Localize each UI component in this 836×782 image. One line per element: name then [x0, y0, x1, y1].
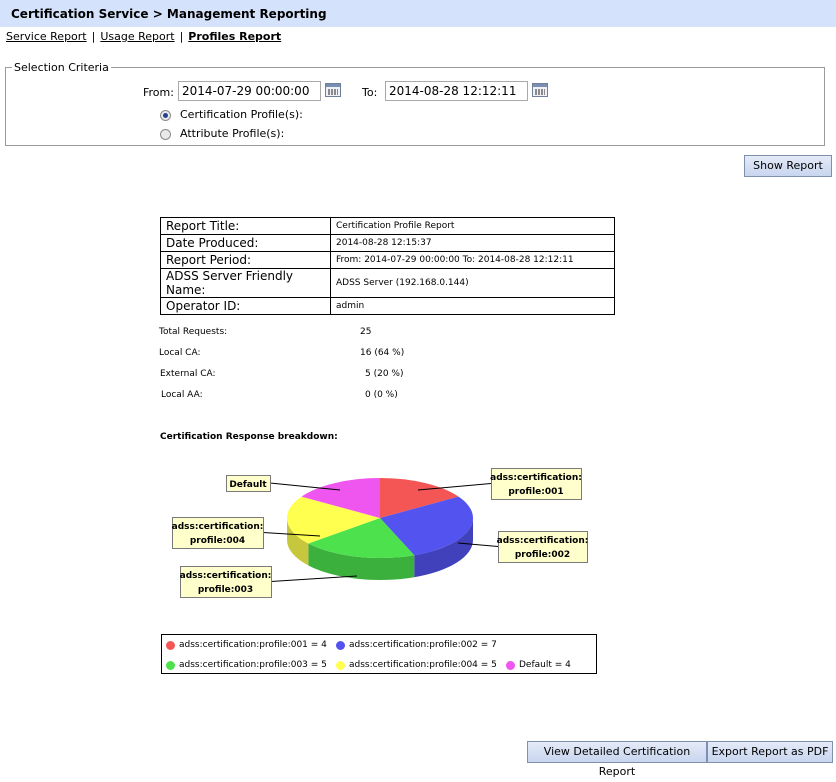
legend-entry: adss:certification:profile:002 = 7 [349, 640, 497, 650]
legend-swatch [506, 661, 515, 670]
from-calendar-icon[interactable] [325, 83, 341, 97]
stat-value: 25 [360, 327, 372, 337]
to-date-input[interactable] [385, 81, 528, 101]
legend-entry: Default = 4 [519, 660, 571, 670]
chart-legend: adss:certification:profile:001 = 4 adss:c… [161, 634, 597, 674]
pie-slice-side [287, 518, 309, 566]
callout-leader [270, 575, 358, 582]
report-info-value: admin [330, 297, 615, 315]
nav-separator: | [179, 30, 184, 43]
legend-swatch [166, 641, 175, 650]
callout-box [498, 531, 588, 563]
chart-heading: Certification Response breakdown: [160, 432, 338, 442]
selection-criteria-legend: Selection Criteria [14, 61, 109, 74]
callout-box [226, 475, 271, 492]
callout-leader [262, 532, 321, 537]
callout-text: adss:certification: [172, 522, 264, 532]
attribute-profile-radio[interactable] [160, 129, 171, 140]
stat-value: 0 (0 %) [365, 390, 398, 400]
certification-profile-label: Certification Profile(s): [180, 108, 303, 121]
callout-text: adss:certification: [490, 473, 582, 483]
show-report-button[interactable]: Show Report [744, 155, 832, 177]
to-calendar-icon[interactable] [532, 83, 548, 97]
export-pdf-button[interactable]: Export Report as PDF [707, 741, 833, 763]
stat-label: Total Requests: [159, 327, 228, 337]
callout-leader [269, 482, 341, 491]
report-info-value: ADSS Server (192.168.0.144) [330, 268, 615, 298]
to-label: To: [362, 86, 378, 99]
selection-criteria: Selection Criteria [5, 61, 825, 146]
legend-swatch [336, 661, 345, 670]
stat-label: Local CA: [159, 348, 201, 358]
callout-box [172, 517, 264, 549]
report-info-row: Operator ID: admin [160, 297, 615, 315]
view-detailed-report-button[interactable]: View Detailed Certification Report [527, 741, 707, 778]
from-date-input[interactable] [178, 81, 321, 101]
callout-text: Default [229, 480, 267, 490]
report-info-table: Report Title: Certification Profile Repor… [160, 217, 615, 315]
pie-slice-side [414, 518, 473, 578]
certification-profile-radio[interactable] [160, 110, 171, 121]
callout-text: profile:004 [190, 536, 245, 546]
callout-text: adss:certification: [497, 536, 589, 546]
report-nav: Service Report | Usage Report | Profiles Rep… [6, 30, 281, 43]
callout-text: adss:certification: [180, 571, 272, 581]
pie-slice [308, 518, 415, 558]
usage-report-link[interactable]: Usage Report [100, 30, 175, 43]
callout-box [180, 566, 272, 598]
callout-text: profile:003 [198, 585, 253, 595]
stat-value: 5 (20 %) [365, 369, 404, 379]
profiles-report-link[interactable]: Profiles Report [188, 30, 282, 43]
callout-text: profile:001 [508, 487, 563, 497]
attribute-profile-label: Attribute Profile(s): [180, 127, 285, 140]
service-report-link[interactable]: Service Report [6, 30, 87, 43]
legend-entry: adss:certification:profile:004 = 5 [349, 660, 497, 670]
callout-text: profile:002 [515, 550, 570, 560]
legend-swatch [166, 661, 175, 670]
report-info-row: Date Produced: 2014-08-28 12:15:37 [160, 234, 615, 252]
stat-label: External CA: [160, 369, 216, 379]
title-bar: Certification Service > Management Repor… [0, 0, 836, 27]
callout-leader [417, 483, 492, 491]
nav-separator: | [91, 30, 96, 43]
pie-slice [287, 496, 380, 544]
from-label: From: [143, 86, 174, 99]
stat-label: Local AA: [161, 390, 203, 400]
pie-slice-side [308, 543, 415, 580]
legend-entry: adss:certification:profile:001 = 4 [179, 640, 327, 650]
callout-leader [457, 542, 499, 547]
report-info-row: ADSS Server Friendly Name: ADSS Server (1… [160, 268, 615, 298]
report-info-key: Operator ID: [160, 297, 331, 315]
callout-box [491, 468, 582, 500]
pie-slice [380, 496, 473, 556]
report-info-key: ADSS Server Friendly Name: [160, 268, 331, 298]
page-title: Certification Service > Management Repor… [11, 7, 327, 21]
report-info-row: Report Period: From: 2014-07-29 00:00:00 … [160, 251, 615, 269]
stat-value: 16 (64 %) [360, 348, 405, 358]
legend-entry: adss:certification:profile:003 = 5 [179, 660, 327, 670]
legend-swatch [336, 641, 345, 650]
